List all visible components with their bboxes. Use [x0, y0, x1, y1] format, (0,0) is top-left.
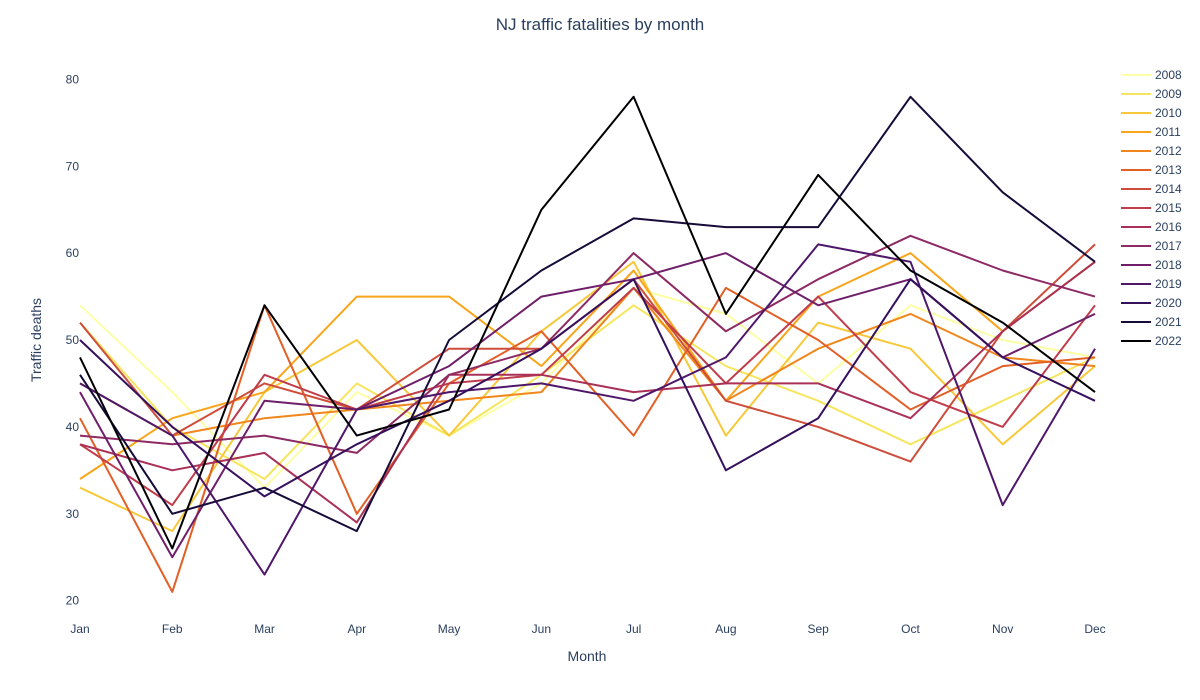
x-tick-label: May: [438, 622, 461, 636]
legend-label: 2017: [1155, 239, 1182, 253]
legend-item-2020[interactable]: 2020: [1121, 296, 1182, 310]
legend-label: 2010: [1155, 106, 1182, 120]
legend-label: 2012: [1155, 144, 1182, 158]
y-axis-title: Traffic deaths: [28, 298, 44, 382]
x-tick-label: Feb: [162, 622, 183, 636]
legend-label: 2018: [1155, 258, 1182, 272]
legend-item-2022[interactable]: 2022: [1121, 334, 1182, 348]
x-tick-label: Jul: [626, 622, 641, 636]
y-tick-label: 50: [66, 333, 80, 347]
series-line-2022: [79, 95, 1096, 550]
legend-label: 2013: [1155, 163, 1182, 177]
series-line-2021: [79, 95, 1096, 533]
legend: 2008 2009 2010 2011 2012 2013 2014 2015 2016 2017…: [1121, 68, 1182, 348]
x-tick-label: Nov: [992, 622, 1013, 636]
legend-item-2018[interactable]: 2018: [1121, 258, 1182, 272]
legend-item-2019[interactable]: 2019: [1121, 277, 1182, 291]
x-tick-label: Dec: [1084, 622, 1105, 636]
x-tick-label: Apr: [347, 622, 366, 636]
series-line-2010: [79, 260, 1096, 533]
y-tick-label: 20: [66, 594, 80, 608]
legend-item-2013[interactable]: 2013: [1121, 163, 1182, 177]
x-tick-label: Jan: [70, 622, 89, 636]
series-line-2012: [79, 286, 1096, 437]
x-tick-label: Jun: [532, 622, 551, 636]
y-tick-label: 80: [66, 72, 80, 86]
legend-label: 2019: [1155, 277, 1182, 291]
y-tick-label: 40: [66, 420, 80, 434]
x-axis-title: Month: [568, 648, 607, 664]
legend-item-2021[interactable]: 2021: [1121, 315, 1182, 329]
x-tick-label: Mar: [254, 622, 275, 636]
legend-label: 2016: [1155, 220, 1182, 234]
legend-label: 2011: [1155, 125, 1181, 139]
legend-item-2010[interactable]: 2010: [1121, 106, 1182, 120]
legend-item-2017[interactable]: 2017: [1121, 239, 1182, 253]
legend-item-2012[interactable]: 2012: [1121, 144, 1182, 158]
legend-label: 2021: [1155, 315, 1182, 329]
y-tick-label: 60: [66, 246, 80, 260]
chart-title: NJ traffic fatalities by month: [496, 15, 705, 34]
legend-label: 2008: [1155, 68, 1182, 82]
legend-label: 2014: [1155, 182, 1182, 196]
legend-item-2015[interactable]: 2015: [1121, 201, 1182, 215]
legend-label: 2009: [1155, 87, 1182, 101]
x-tick-label: Sep: [808, 622, 830, 636]
legend-label: 2015: [1155, 201, 1182, 215]
y-tick-label: 70: [66, 159, 80, 173]
y-tick-label: 30: [66, 507, 80, 521]
x-tick-label: Oct: [901, 622, 920, 636]
series-line-2020: [79, 278, 1096, 498]
series-line-2017: [79, 234, 1096, 454]
series-line-2015: [79, 286, 1096, 507]
series-line-2016: [79, 261, 1096, 524]
x-axis: Jan Feb Mar Apr May Jun Jul Aug Sep Oct Nov Dec: [70, 622, 1105, 636]
legend-label: 2020: [1155, 296, 1182, 310]
x-tick-label: Aug: [715, 622, 736, 636]
y-axis: 20 30 40 50 60 70 80: [66, 72, 80, 607]
legend-item-2014[interactable]: 2014: [1121, 182, 1182, 196]
legend-item-2008[interactable]: 2008: [1121, 68, 1182, 82]
legend-item-2016[interactable]: 2016: [1121, 220, 1182, 234]
legend-item-2009[interactable]: 2009: [1121, 87, 1182, 101]
series-line-2008: [79, 286, 1096, 489]
plot-area: [79, 95, 1096, 593]
series-line-2019: [79, 243, 1096, 576]
legend-item-2011[interactable]: 2011: [1121, 125, 1181, 139]
legend-label: 2022: [1155, 334, 1182, 348]
